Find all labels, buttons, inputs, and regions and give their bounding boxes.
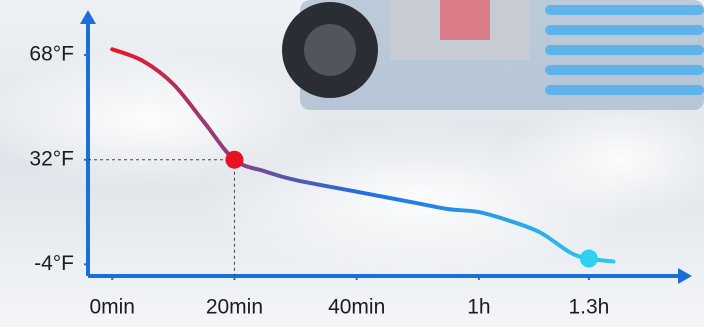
y-tick-label: 68°F [29,43,74,66]
x-tick-label: 20min [206,296,263,319]
y-axis-arrow [80,10,96,24]
x-axis-arrow [678,268,692,284]
highlight-point [579,249,598,268]
x-tick-label: 1h [467,296,490,319]
snow-clouds [0,50,704,280]
y-tick-label: 32°F [29,147,74,170]
x-tick-label: 1.3h [568,296,609,319]
highlight-point [225,150,244,169]
temperature-line [110,47,616,264]
x-tick-label: 40min [328,296,385,319]
product-image [282,0,704,110]
y-tick-label: -4°F [34,252,74,275]
x-tick-label: 0min [89,296,135,319]
